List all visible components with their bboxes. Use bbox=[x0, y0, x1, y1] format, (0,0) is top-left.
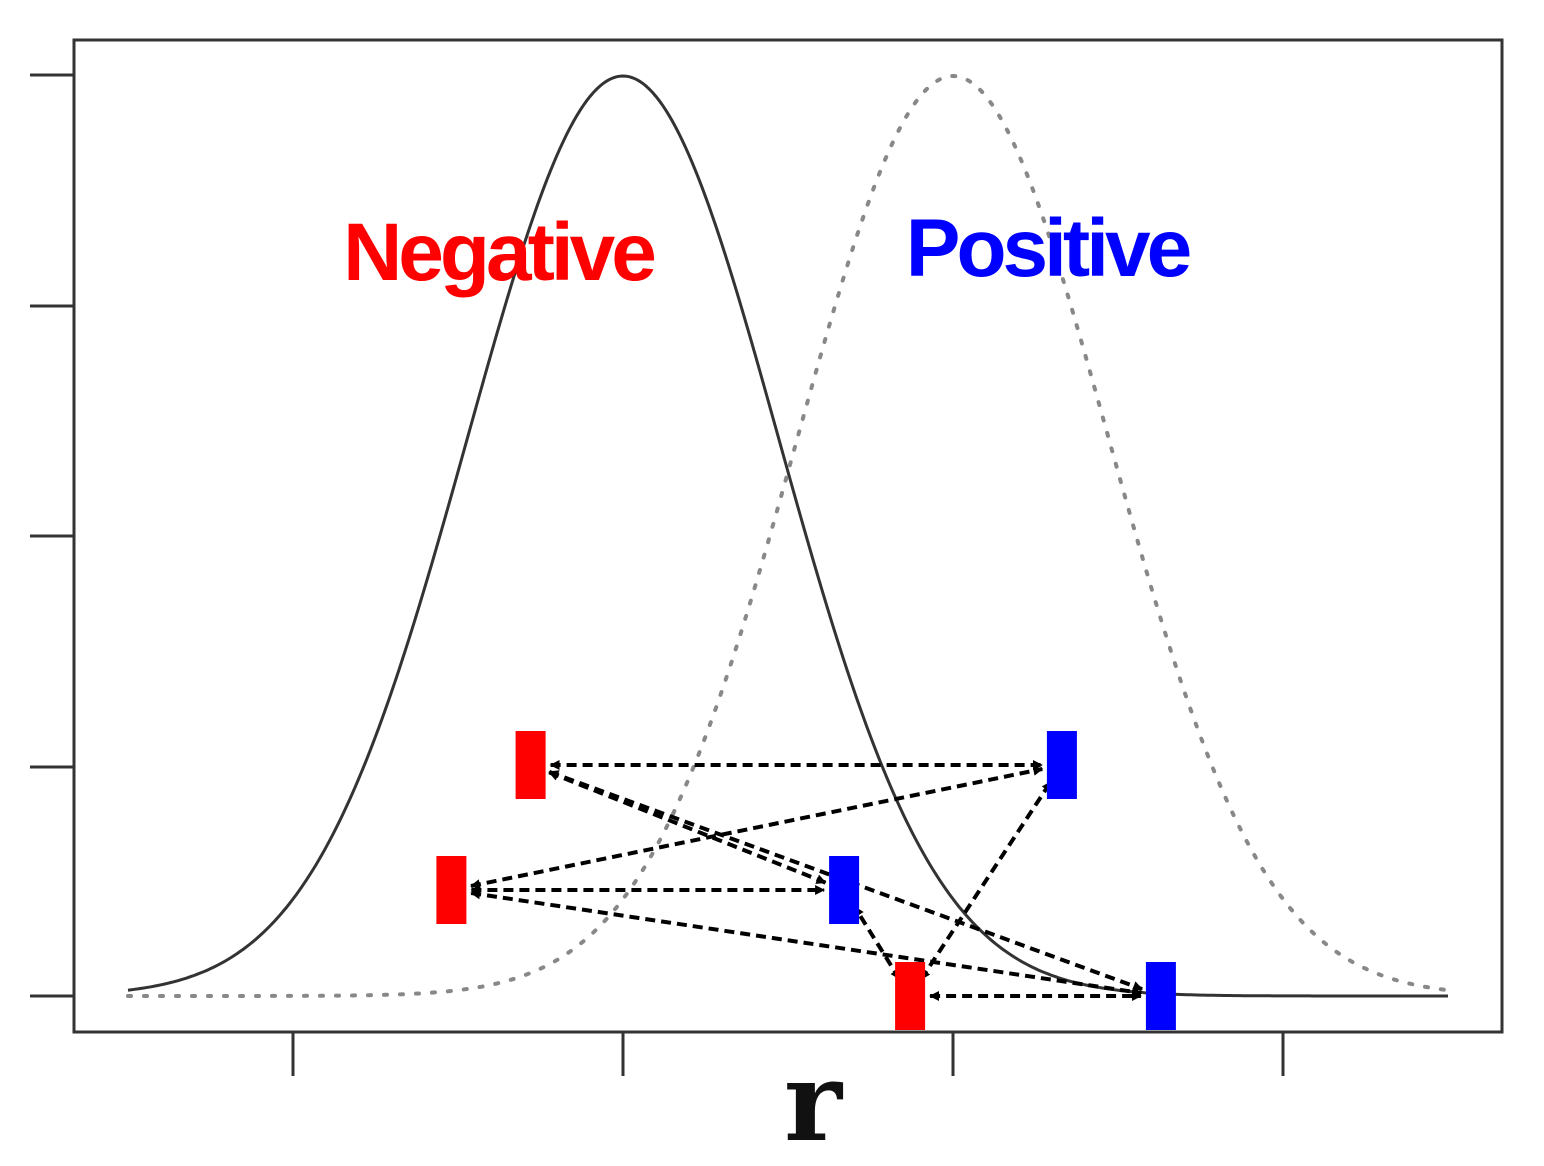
y-axis-ticks bbox=[30, 73, 74, 998]
pair-arrow-n3-p2 bbox=[853, 905, 902, 981]
positive-sample-marker-p1 bbox=[1046, 731, 1077, 799]
pairwise-comparison-arrows bbox=[470, 760, 1144, 1001]
pair-arrow-n1-p2 bbox=[548, 770, 827, 885]
negative-sample-marker-n1 bbox=[515, 731, 546, 799]
negative-sample-marker-n3 bbox=[895, 962, 926, 1030]
negative-sample-marker-n2 bbox=[436, 856, 467, 924]
pair-arrow-n2-p1 bbox=[470, 765, 1044, 890]
pair-arrow-n3-p1 bbox=[919, 780, 1053, 981]
negative-distribution-curve bbox=[127, 74, 1448, 998]
negative-class-label: Negative bbox=[343, 207, 654, 298]
positive-distribution-curve bbox=[126, 73, 1450, 998]
positive-sample-marker-p3 bbox=[1145, 962, 1176, 1030]
positive-class-label: Positive bbox=[906, 203, 1190, 294]
positive-sample-marker-p2 bbox=[829, 856, 860, 924]
x-axis-ticks bbox=[291, 1032, 1285, 1076]
x-axis-label: r bbox=[784, 1037, 844, 1166]
pair-arrow-n2-p3 bbox=[470, 889, 1143, 997]
plot-frame bbox=[72, 38, 1504, 1034]
sample-markers bbox=[436, 731, 1176, 1030]
